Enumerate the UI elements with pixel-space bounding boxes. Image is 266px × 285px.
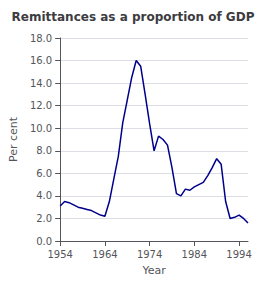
svg-text:1984: 1984	[182, 249, 207, 260]
svg-text:0.0: 0.0	[36, 236, 52, 247]
svg-text:1974: 1974	[137, 249, 162, 260]
svg-text:16.0: 16.0	[30, 55, 52, 66]
svg-text:1994: 1994	[226, 249, 251, 260]
svg-text:2.0: 2.0	[36, 213, 52, 224]
svg-text:18.0: 18.0	[30, 33, 52, 44]
svg-text:Per cent: Per cent	[7, 116, 20, 162]
svg-text:14.0: 14.0	[30, 78, 52, 89]
svg-text:Year: Year	[141, 264, 166, 277]
svg-text:8.0: 8.0	[36, 145, 52, 156]
svg-text:1954: 1954	[47, 249, 72, 260]
svg-text:10.0: 10.0	[30, 123, 52, 134]
svg-text:Remittances as a proportion of: Remittances as a proportion of GDP	[12, 10, 255, 24]
svg-text:12.0: 12.0	[30, 100, 52, 111]
svg-text:6.0: 6.0	[36, 168, 52, 179]
svg-text:4.0: 4.0	[36, 190, 52, 201]
svg-text:1964: 1964	[92, 249, 117, 260]
